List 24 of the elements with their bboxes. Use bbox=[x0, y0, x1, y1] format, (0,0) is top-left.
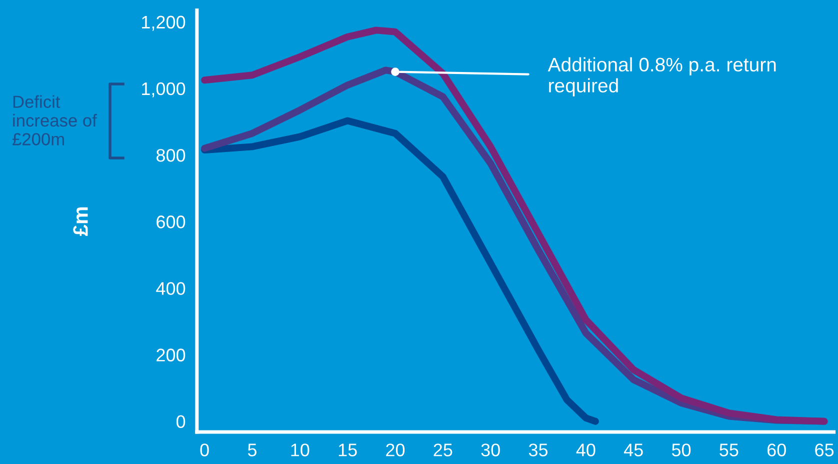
x-tick-label: 20 bbox=[386, 444, 405, 456]
y-tick-label: 200 bbox=[156, 348, 186, 362]
y-tick-label: 600 bbox=[156, 216, 186, 228]
y-tick-label: 800 bbox=[156, 148, 186, 162]
y-tick-label: 1,200 bbox=[142, 16, 186, 31]
text: Deficit increase of £200m bbox=[12, 95, 97, 146]
y-axis-title: £m bbox=[73, 207, 88, 236]
y-tick-label: 1,000 bbox=[142, 82, 186, 98]
x-tick-label: 55 bbox=[720, 444, 738, 456]
x-tick-label: 10 bbox=[291, 444, 310, 456]
x-tick-label: 60 bbox=[767, 444, 786, 456]
x-tick-label: 15 bbox=[338, 444, 357, 456]
x-tick-label: 50 bbox=[672, 444, 691, 456]
x-tick-label: 65 bbox=[815, 444, 834, 456]
x-tick-label: 35 bbox=[528, 444, 548, 456]
annotation: Additional 0.8% p.a. return required bbox=[548, 57, 776, 96]
x-tick-label: 30 bbox=[481, 444, 500, 456]
x-tick-label: 0 bbox=[200, 444, 209, 456]
x-tick-label: 5 bbox=[248, 444, 256, 456]
y-tick-label: 0 bbox=[176, 415, 186, 428]
y-tick-label: 400 bbox=[156, 282, 186, 295]
x-tick-label: 40 bbox=[576, 444, 596, 456]
x-tick-label: 25 bbox=[434, 444, 452, 456]
x-tick-label: 45 bbox=[624, 444, 643, 456]
